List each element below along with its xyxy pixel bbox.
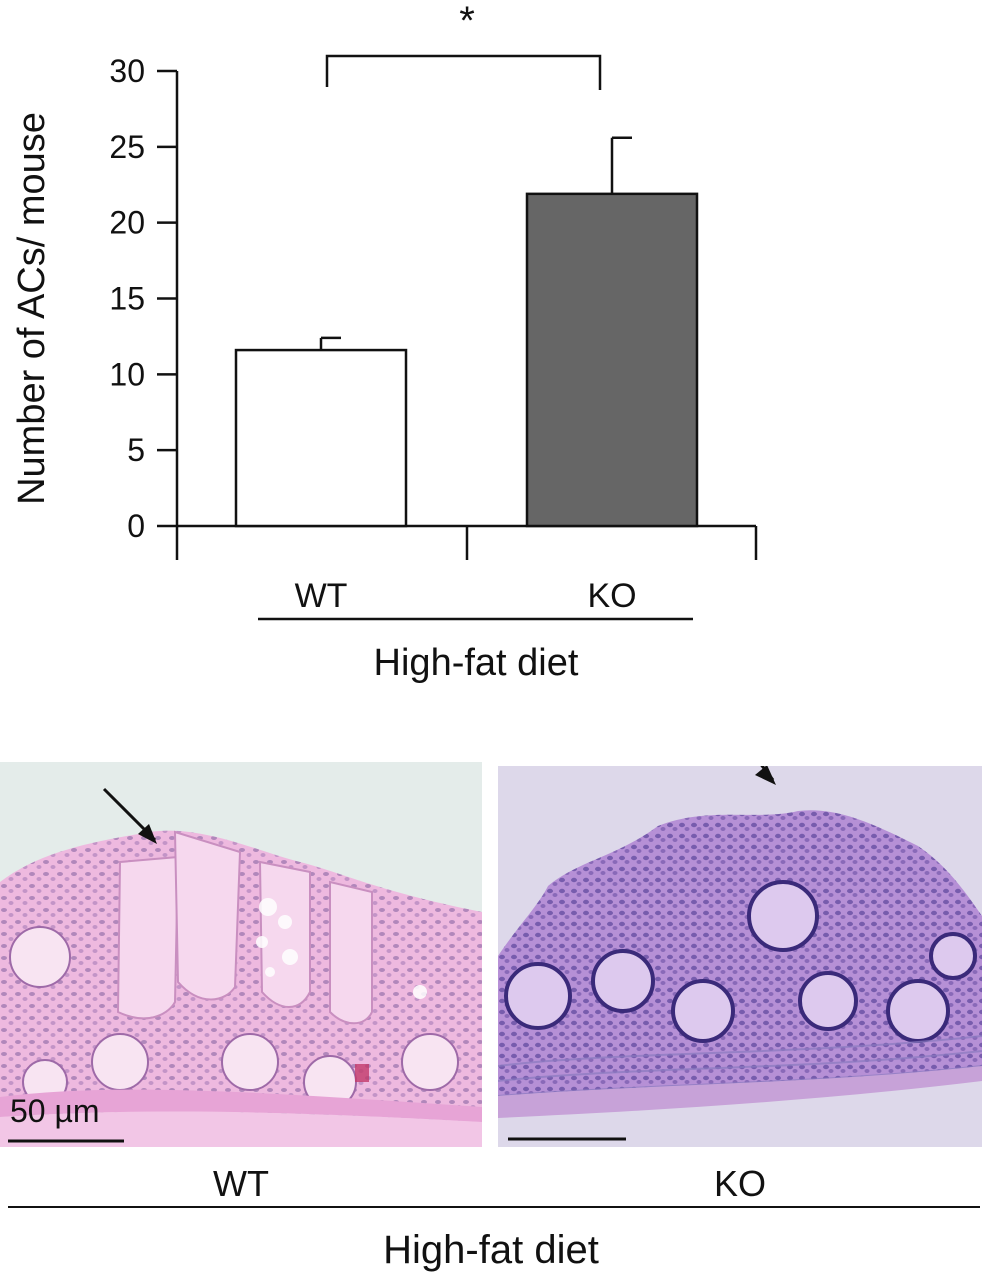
bar-ko: [525, 192, 699, 528]
wt-tissue-image: [0, 787, 482, 1147]
wt-micrograph-label: WT: [213, 1163, 269, 1204]
significance-bracket: [325, 54, 602, 90]
y-tick-label: 20: [109, 205, 145, 241]
significance-star: *: [459, 0, 475, 43]
y-tick-label: 15: [109, 281, 145, 317]
chart-bars: [234, 136, 699, 528]
x-category-label: KO: [587, 577, 636, 615]
y-tick-label: 30: [109, 53, 145, 89]
ko-micrograph-label: KO: [713, 1163, 766, 1204]
scale-bar-label: 50 µm: [10, 1093, 100, 1129]
y-tick-label: 25: [109, 129, 145, 165]
y-tick-label: 5: [127, 432, 145, 468]
y-tick-label: 0: [127, 508, 145, 544]
chart-axes: 0 5 10 15 20 25 30 Number of ACs/ mouse WT KOHigh…: [11, 53, 758, 684]
y-tick-label: 10: [109, 356, 145, 392]
y-axis-label: Number of ACs/ mouse: [11, 112, 53, 505]
bottom-group-label: High-fat diet: [383, 1228, 599, 1272]
x-category-label: WT: [295, 577, 348, 615]
chart-annotations: *: [325, 0, 602, 90]
ko-micrograph: [498, 766, 982, 1147]
bar-chart: 0 5 10 15 20 25 30 Number of ACs/ mouse WT KOHigh…: [11, 0, 758, 684]
group-rule: [8, 1206, 980, 1208]
wt-micrograph: [0, 762, 482, 1147]
ko-tissue-image: [498, 766, 982, 1147]
bar-wt: [234, 348, 408, 528]
chart-group-label: High-fat diet: [374, 642, 579, 684]
